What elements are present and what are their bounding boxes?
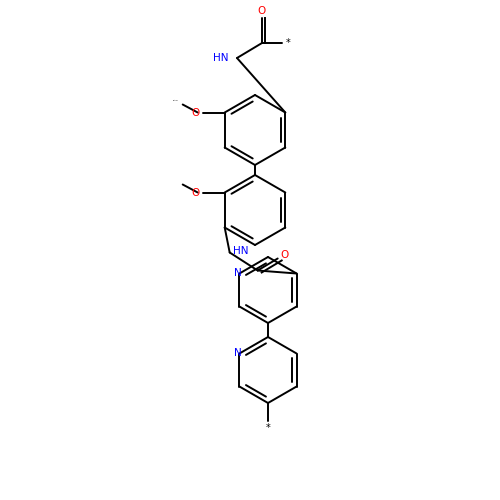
Text: Methoxy: Methoxy [172, 100, 178, 101]
Text: *: * [266, 423, 270, 433]
Text: O: O [280, 250, 289, 260]
Text: HN: HN [232, 246, 248, 256]
Text: HN: HN [214, 53, 229, 63]
Text: N: N [234, 268, 241, 278]
Text: *: * [286, 38, 290, 48]
Text: O: O [258, 6, 266, 16]
Text: O: O [192, 108, 200, 118]
Text: N: N [234, 348, 241, 358]
Text: O: O [192, 188, 200, 198]
